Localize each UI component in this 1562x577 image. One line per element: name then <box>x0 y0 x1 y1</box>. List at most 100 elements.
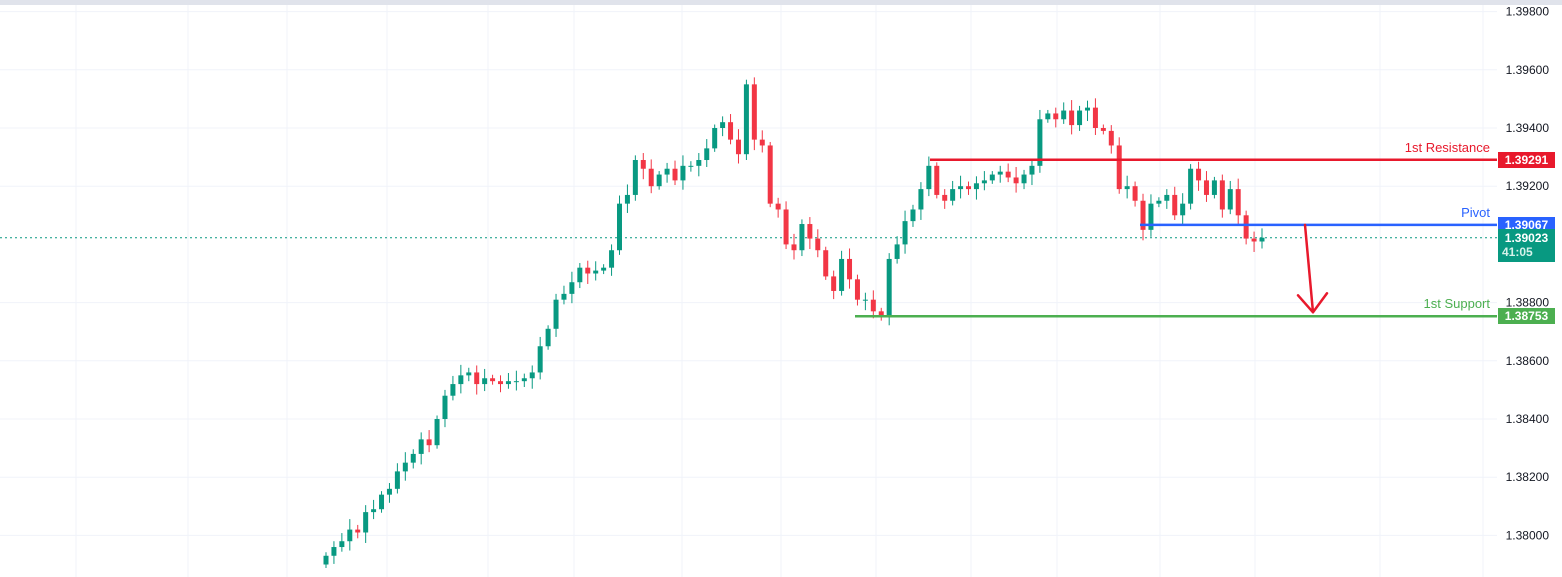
candle <box>775 197 781 218</box>
price-tick-label: 1.38400 <box>1506 412 1550 426</box>
candle <box>1172 186 1178 220</box>
candle-body <box>1259 237 1265 242</box>
candle-body <box>728 122 734 140</box>
candle <box>442 389 448 428</box>
candle <box>997 165 1003 183</box>
candle <box>505 373 511 389</box>
candle-body <box>656 174 662 187</box>
candle-body <box>339 541 345 548</box>
candle <box>553 293 559 337</box>
candle <box>751 77 757 151</box>
candle-body <box>823 250 829 277</box>
candle-body <box>1116 145 1122 190</box>
last-price-value: 1.39023 <box>1504 230 1549 245</box>
candle <box>823 246 829 280</box>
down-arrow-icon <box>1296 223 1329 314</box>
candle <box>410 449 416 469</box>
candle <box>712 124 718 152</box>
candle-body <box>490 378 496 382</box>
candle <box>1124 175 1130 199</box>
candle <box>926 156 932 197</box>
candle-body <box>1140 200 1146 230</box>
candle <box>1053 107 1059 128</box>
candle-body <box>323 555 329 565</box>
candle-body <box>910 209 916 222</box>
candle-body <box>1124 186 1130 190</box>
candle <box>1188 164 1194 210</box>
candle-body <box>942 194 948 201</box>
candle <box>1140 193 1146 241</box>
candle <box>545 325 551 350</box>
candle-body <box>482 378 488 385</box>
candle-body <box>521 378 527 382</box>
candle-body <box>966 186 972 190</box>
candle-body <box>1219 180 1225 210</box>
candle <box>394 463 400 494</box>
candle <box>815 229 821 258</box>
candle-body <box>918 189 924 210</box>
candle-body <box>1148 203 1154 230</box>
candle <box>1211 176 1217 199</box>
candle <box>1029 158 1035 186</box>
candle-body <box>331 547 337 556</box>
candle-body <box>553 299 559 329</box>
candle-body <box>894 244 900 259</box>
candle-body <box>624 194 630 204</box>
candle-body <box>950 189 956 201</box>
candle-body <box>529 372 535 379</box>
candle-body <box>751 84 757 140</box>
candle-body <box>1005 171 1011 178</box>
candle <box>1148 194 1154 237</box>
candle-body <box>712 128 718 149</box>
candle <box>989 171 995 184</box>
candle-body <box>775 203 781 210</box>
candle-body <box>1180 203 1186 216</box>
candle <box>981 171 987 191</box>
candle <box>561 285 567 305</box>
candle-body <box>1196 168 1202 181</box>
price-axis: 1.39800 1.39600 1.39400 1.39200 1.38800 1.386… <box>1506 5 1550 543</box>
price-tick-label: 1.38200 <box>1506 470 1550 484</box>
candle <box>1005 163 1011 183</box>
level-price-tag: 1.38753 <box>1498 308 1555 325</box>
candle-body <box>688 165 694 167</box>
top-border <box>0 0 1562 5</box>
candle <box>664 162 670 183</box>
candle-body <box>981 180 987 184</box>
candle-body <box>1077 110 1083 126</box>
candle <box>680 155 686 190</box>
candle <box>363 505 369 543</box>
candle <box>958 175 964 199</box>
candle-body <box>847 258 853 280</box>
candle-body <box>767 145 773 204</box>
candle-body <box>394 471 400 489</box>
candle <box>735 129 741 164</box>
candle-body <box>989 174 995 181</box>
candles <box>323 77 1265 568</box>
candle-body <box>410 453 416 463</box>
candle-body <box>1251 238 1257 242</box>
candle <box>1156 197 1162 208</box>
candle <box>1227 180 1233 215</box>
candle-body <box>958 186 964 190</box>
level-price-tag: 1.39291 <box>1498 151 1555 168</box>
candle-body <box>402 462 408 472</box>
candle-body <box>1021 174 1027 184</box>
candle-body <box>870 299 876 312</box>
candle-body <box>743 84 749 155</box>
candle-body <box>363 512 369 533</box>
candle <box>521 373 527 387</box>
candle <box>704 139 710 167</box>
candle <box>1164 189 1170 209</box>
candle-body <box>862 299 868 301</box>
candle <box>355 524 361 539</box>
candle <box>426 430 432 453</box>
candle-body <box>648 168 654 187</box>
price-tick-label: 1.39600 <box>1506 63 1550 77</box>
level-label: 1st Support <box>1423 296 1491 312</box>
candle-body <box>704 148 710 161</box>
candle <box>791 233 797 260</box>
candle-body <box>386 488 392 495</box>
candle-body <box>1013 177 1019 184</box>
